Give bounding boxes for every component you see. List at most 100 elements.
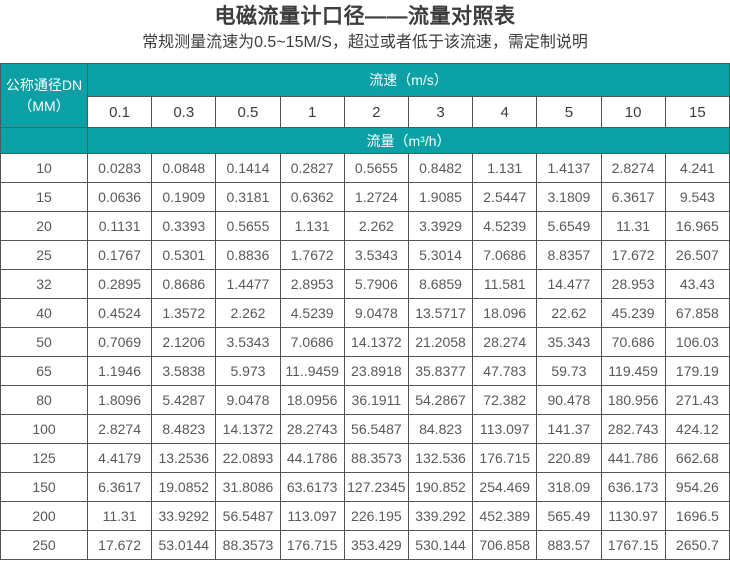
flow-cell: 28.953 xyxy=(600,269,666,300)
velocity-value-cell: 5 xyxy=(536,96,602,129)
table-row: 32 0.2895 0.8686 1.4477 2.8953 5.7906 8.6859 11… xyxy=(0,269,730,300)
flow-cell: 43.43 xyxy=(664,269,730,300)
flow-cell: 3.3929 xyxy=(407,211,474,242)
velocity-value-cell: 1 xyxy=(279,96,345,129)
flow-cell: 1.8096 xyxy=(86,385,153,416)
dn-cell: 20 xyxy=(0,211,88,242)
flow-cell: 254.469 xyxy=(472,472,538,503)
dn-cell: 100 xyxy=(0,414,88,445)
flow-cell: 36.1911 xyxy=(343,385,409,416)
flow-cell: 452.389 xyxy=(472,501,538,532)
dn-cell: 40 xyxy=(0,298,88,329)
flow-cell: 2.262 xyxy=(343,211,409,242)
flow-cell: 0.5655 xyxy=(343,153,409,184)
flow-cell: 226.195 xyxy=(343,501,409,532)
flow-cell: 88.3573 xyxy=(215,530,281,561)
velocity-band-row: 公称通径DN （MM） 流速（m/s） xyxy=(0,63,730,129)
flow-cell: 0.1767 xyxy=(86,240,153,271)
flow-cell: 35.8377 xyxy=(407,356,474,387)
flow-cell: 0.4524 xyxy=(86,298,153,329)
flow-cell: 14.1372 xyxy=(215,414,281,445)
dn-cell: 15 xyxy=(0,182,88,213)
flow-cell: 19.0852 xyxy=(151,472,217,503)
table-row: 20 0.1131 0.3393 0.5655 1.131 2.262 3.3929 4.52… xyxy=(0,211,730,242)
flow-cell: 954.26 xyxy=(664,472,730,503)
flow-cell: 0.3181 xyxy=(215,182,281,213)
flow-cell: 47.783 xyxy=(472,356,538,387)
velocity-value-cell: 4 xyxy=(472,96,538,129)
velocity-value-cell: 10 xyxy=(600,96,666,129)
flow-cell: 1.9085 xyxy=(407,182,474,213)
dn-cell: 65 xyxy=(0,356,88,387)
flow-cell: 28.2743 xyxy=(279,414,345,445)
flow-cell: 113.097 xyxy=(472,414,538,445)
flow-cell: 565.49 xyxy=(536,501,602,532)
flow-cell: 84.823 xyxy=(407,414,474,445)
flow-cell: 0.5301 xyxy=(151,240,217,271)
flow-cell: 13.2536 xyxy=(151,443,217,474)
dn-cell: 10 xyxy=(0,153,88,184)
flow-cell: 5.4287 xyxy=(151,385,217,416)
velocity-value-cell: 3 xyxy=(407,96,474,129)
flow-cell: 0.2895 xyxy=(86,269,153,300)
flow-comparison-table: 公称通径DN （MM） 流速（m/s） 0.1 0.3 0.5 1 2 3 4 5 10 15 流… xyxy=(0,63,730,561)
flow-cell: 1.1946 xyxy=(86,356,153,387)
flow-cell: 16.965 xyxy=(664,211,730,242)
velocity-value-cell: 2 xyxy=(343,96,409,129)
flow-cell: 339.292 xyxy=(407,501,474,532)
flow-cell: 17.672 xyxy=(600,240,666,271)
table-header: 公称通径DN （MM） 流速（m/s） 0.1 0.3 0.5 1 2 3 4 5 10 15 流… xyxy=(0,63,730,155)
flow-cell: 2.8274 xyxy=(600,153,666,184)
flow-cell: 22.0893 xyxy=(215,443,281,474)
flow-cell: 18.096 xyxy=(472,298,538,329)
flow-cell: 56.5487 xyxy=(215,501,281,532)
flow-cell: 21.2058 xyxy=(407,327,474,358)
flow-cell: 220.89 xyxy=(536,443,602,474)
flow-cell: 3.5343 xyxy=(343,240,409,271)
flow-cell: 318.09 xyxy=(536,472,602,503)
flow-cell: 33.9292 xyxy=(151,501,217,532)
page-title: 电磁流量计口径——流量对照表 xyxy=(214,5,516,28)
flow-cell: 4.241 xyxy=(664,153,730,184)
flow-cell: 271.43 xyxy=(664,385,730,416)
flow-cell: 1.7672 xyxy=(279,240,345,271)
flow-cell: 88.3573 xyxy=(343,443,409,474)
flow-cell: 72.382 xyxy=(472,385,538,416)
flow-cell: 2.1206 xyxy=(151,327,217,358)
flow-cell: 119.459 xyxy=(600,356,666,387)
table-row: 200 11.31 33.9292 56.5487 113.097 226.195 339.… xyxy=(0,501,730,532)
table-row: 125 4.4179 13.2536 22.0893 44.1786 88.3573 132… xyxy=(0,443,730,474)
dn-column-header: 公称通径DN （MM） xyxy=(0,63,88,129)
flow-cell: 31.8086 xyxy=(215,472,281,503)
flow-cell: 14.477 xyxy=(536,269,602,300)
table-row: 100 2.8274 8.4823 14.1372 28.2743 56.5487 84.8… xyxy=(0,414,730,445)
dn-header-line2: （MM） xyxy=(18,97,70,114)
flow-cell: 11.31 xyxy=(600,211,666,242)
table-row: 40 0.4524 1.3572 2.262 4.5239 9.0478 13.5717 18… xyxy=(0,298,730,329)
flow-cell: 530.144 xyxy=(407,530,474,561)
flow-cell: 0.1131 xyxy=(86,211,153,242)
velocity-group-header: 流速（m/s） xyxy=(87,63,730,98)
flow-cell: 127.2345 xyxy=(343,472,409,503)
flow-cell: 6.3617 xyxy=(86,472,153,503)
flow-cell: 3.5343 xyxy=(215,327,281,358)
flow-cell: 17.672 xyxy=(86,530,153,561)
flow-cell: 176.715 xyxy=(279,530,345,561)
table-row: 10 0.0283 0.0848 0.1414 0.2827 0.5655 0.8482 1.… xyxy=(0,153,730,184)
flow-cell: 179.19 xyxy=(664,356,730,387)
table-row: 250 17.672 53.0144 88.3573 176.715 353.429 530… xyxy=(0,530,730,561)
flow-cell: 2.5447 xyxy=(472,182,538,213)
flow-cell: 53.0144 xyxy=(151,530,217,561)
flow-cell: 106.03 xyxy=(664,327,730,358)
velocity-value-cell: 0.1 xyxy=(86,96,153,129)
flow-cell: 5.3014 xyxy=(407,240,474,271)
flow-header-spacer xyxy=(0,127,88,155)
flow-cell: 0.3393 xyxy=(151,211,217,242)
flow-cell: 0.8686 xyxy=(151,269,217,300)
flow-cell: 7.0686 xyxy=(472,240,538,271)
flow-cell: 18.0956 xyxy=(279,385,345,416)
dn-cell: 80 xyxy=(0,385,88,416)
flow-group-header: 流量（m³/h） xyxy=(87,127,730,155)
dn-cell: 125 xyxy=(0,443,88,474)
flow-cell: 63.6173 xyxy=(279,472,345,503)
